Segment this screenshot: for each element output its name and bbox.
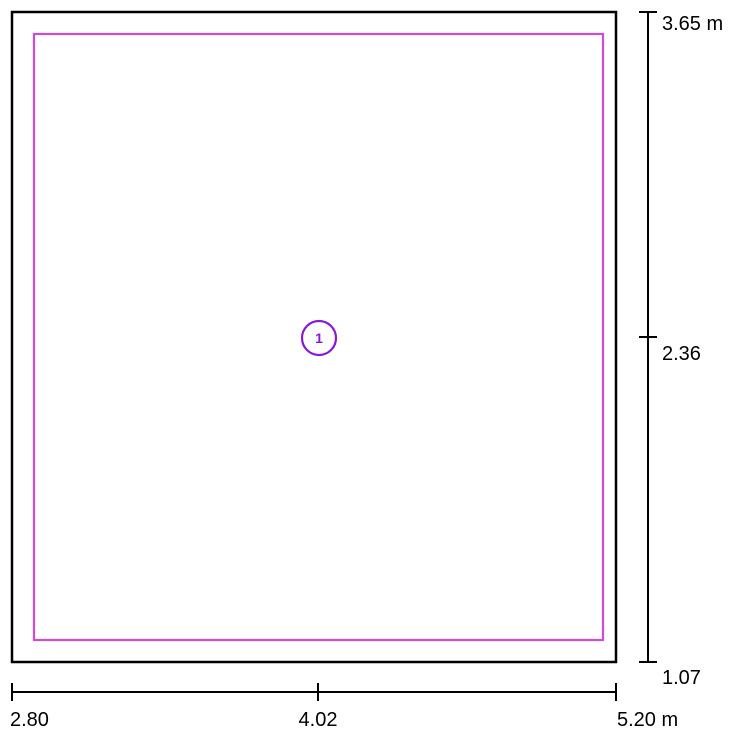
room-marker[interactable]: 1: [300, 319, 338, 357]
outer-boundary: [10, 10, 618, 664]
x-tick-label-right: 5.20 m: [617, 709, 678, 731]
y-tick-label-middle: 2.36: [662, 343, 701, 365]
x-dimension: 2.80 4.02 5.20 m: [10, 683, 678, 731]
room-marker-circle: [300, 319, 338, 357]
y-tick-label-top: 3.65 m: [662, 13, 723, 35]
room-marker-label: 1: [315, 330, 323, 346]
x-tick-label-middle: 4.02: [299, 709, 338, 731]
x-tick-label-left: 2.80: [10, 709, 49, 731]
inner-boundary: [32, 32, 605, 642]
y-tick-label-bottom: 1.07: [662, 667, 701, 689]
y-dimension: 3.65 m 2.36 1.07: [639, 11, 723, 689]
